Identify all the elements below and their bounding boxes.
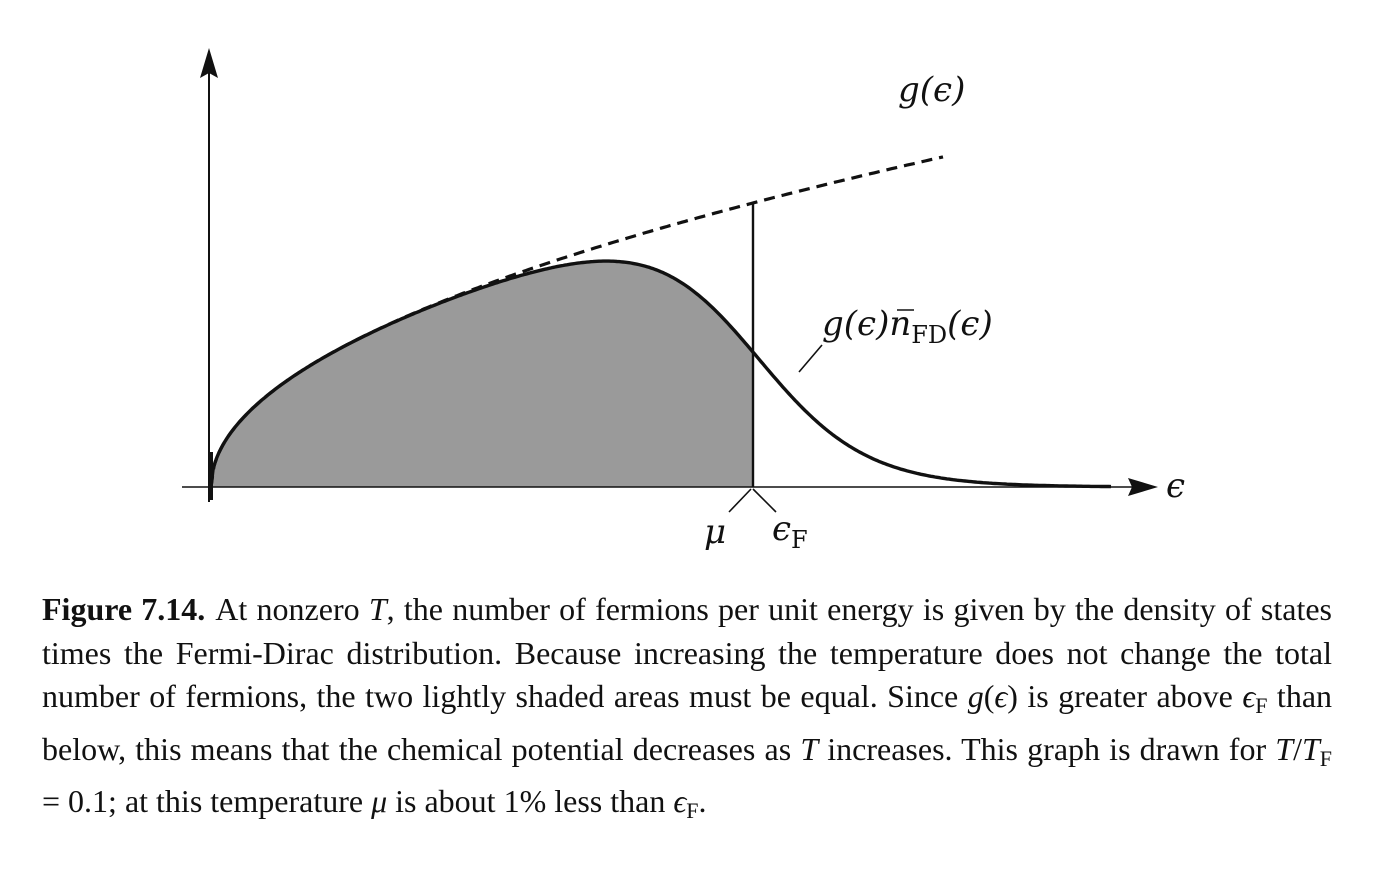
caption-segment: F [1319,745,1333,771]
figure-caption: Figure 7.14. At nonzero T, the number of … [42,588,1332,833]
product-label-arg: (ϵ) [947,304,993,344]
g-curve-label: g(ϵ) [898,70,965,110]
figure-plot: g(ϵ) g(ϵ)nFD(ϵ) μ ϵF ϵ [182,48,1185,554]
product-label-n: n [889,304,911,344]
x-axis-label: ϵ [1166,466,1185,506]
caption-segment: than below, this means that the chemical… [42,678,1333,767]
plot-svg: g(ϵ) g(ϵ)nFD(ϵ) μ ϵF ϵ [182,48,1185,554]
product-label-sub: FD [911,321,947,349]
product-label-leader [798,344,823,373]
caption-segment: is about 1% less than [387,783,674,819]
caption-body: At nonzero T, the number of fermions per… [42,591,1333,823]
mu-label: μ [704,512,726,552]
caption-segment: g [967,678,984,714]
caption-segment: increases. This graph is drawn for [818,730,1276,767]
product-label-g: g(ϵ) [822,304,889,344]
caption-segment: μ [371,783,388,819]
caption-segment: ϵ [994,678,1008,714]
epsf-subscript: F [791,526,808,554]
caption-segment: T [1301,730,1320,767]
caption-segment: At nonzero [215,591,369,627]
x-axis-arrowhead [1128,478,1158,496]
epsf-tick [752,488,777,513]
mu-tick [728,488,752,513]
caption-segment: ) [1007,678,1018,714]
caption-segment: is greater above [1017,678,1243,714]
epsf-symbol: ϵ [772,509,791,549]
caption-paragraph: Figure 7.14. At nonzero T, the number of … [42,588,1332,833]
caption-segment: = 0.1; at this temperature [42,783,372,819]
caption-segment: ϵ [1242,678,1256,714]
caption-segment: F [1255,693,1268,718]
epsf-label: ϵF [772,509,808,554]
caption-segment: T [800,730,819,767]
caption-segment: . [698,783,707,819]
product-curve-label: g(ϵ)nFD(ϵ) [822,304,993,349]
caption-segment: ( [983,678,995,714]
caption-segment: ϵ [673,783,687,819]
caption-title: Figure 7.14. [42,591,206,627]
caption-segment: / [1293,730,1302,767]
occupied-states-curve [209,259,1112,489]
shaded-occupied-area [211,261,753,487]
y-axis-arrowhead [200,48,218,78]
caption-segment: T [1275,730,1294,767]
caption-segment: F [686,798,699,823]
caption-segment: T [368,591,387,627]
caption-segment: , the number of fermions per unit energy… [42,591,1332,714]
